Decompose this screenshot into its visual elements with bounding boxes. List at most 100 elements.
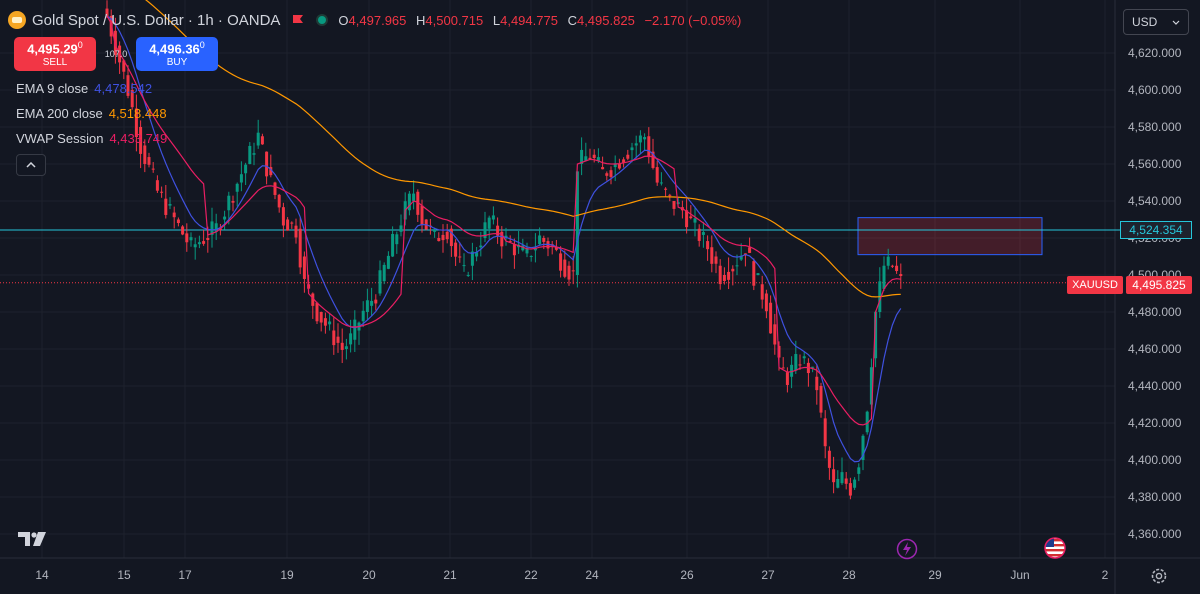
candle <box>886 248 890 270</box>
price-tick: 4,420.000 <box>1128 416 1182 430</box>
candle <box>122 59 126 80</box>
candle <box>130 82 134 110</box>
candle-body <box>470 251 474 266</box>
candle <box>764 289 768 319</box>
candle-body <box>449 228 453 247</box>
candle <box>445 223 449 244</box>
collapse-legend-button[interactable] <box>16 154 46 176</box>
candle <box>139 120 143 169</box>
candle <box>491 206 495 225</box>
candle <box>269 154 273 178</box>
candle-body <box>239 174 243 183</box>
candle <box>668 193 672 202</box>
indicator-ema9[interactable]: EMA 9 close 4,478.542 <box>16 81 153 96</box>
symbol-title[interactable]: Gold Spot / U.S. Dollar · 1h · OANDA <box>32 11 281 29</box>
candle-body <box>395 234 399 245</box>
candle <box>277 193 281 213</box>
candle-body <box>475 252 479 257</box>
candle-body <box>491 215 495 220</box>
buy-button[interactable]: 4,496.360 BUY <box>136 37 218 71</box>
candle-body <box>605 173 609 176</box>
candle <box>722 267 726 285</box>
candle <box>294 218 298 244</box>
change-value: −2.170 (−0.05%) <box>644 12 742 28</box>
candle <box>672 200 676 216</box>
candle <box>853 477 857 490</box>
time-tick: 2 <box>1101 568 1109 582</box>
buy-price: 4,496.36 <box>149 41 200 57</box>
vwap-line <box>106 15 901 426</box>
indicator-vwap[interactable]: VWAP Session 4,433.749 <box>16 131 168 146</box>
candle <box>126 65 130 99</box>
candle-body <box>584 156 588 161</box>
candle-body <box>899 274 903 276</box>
candle-body <box>819 386 823 413</box>
candle-body <box>269 167 273 176</box>
candle-body <box>281 207 285 226</box>
candle-body <box>882 265 886 289</box>
candle-body <box>886 256 890 266</box>
candle-body <box>609 170 613 177</box>
candle-body <box>811 366 815 368</box>
candle <box>500 226 504 259</box>
candle-body <box>580 149 584 164</box>
candle <box>248 142 252 165</box>
candle <box>731 265 735 286</box>
candle <box>655 160 659 186</box>
candle <box>252 142 256 166</box>
lightning-icon[interactable] <box>896 538 918 560</box>
tradingview-logo[interactable] <box>18 530 50 548</box>
candle <box>399 214 403 237</box>
candle <box>701 221 705 248</box>
symbol-header[interactable]: Gold Spot / U.S. Dollar · 1h · OANDA O4,… <box>8 7 747 33</box>
candle-body <box>227 195 231 211</box>
price-tick: 4,460.000 <box>1128 342 1182 356</box>
candle-body <box>697 228 701 241</box>
candle-body <box>617 164 621 169</box>
candle <box>181 225 185 236</box>
candle <box>697 224 701 247</box>
time-tick: 27 <box>761 568 775 582</box>
candle <box>395 231 399 254</box>
candle-body <box>567 265 571 280</box>
candle-body <box>626 154 630 159</box>
candle-body <box>168 204 172 206</box>
candle <box>286 217 290 231</box>
spread-value: 107.0 <box>104 49 128 59</box>
price-tick: 4,540.000 <box>1128 194 1182 208</box>
candle-body <box>365 300 369 312</box>
candle-body <box>391 233 395 257</box>
us-flag-icon[interactable] <box>1044 537 1066 559</box>
candle-body <box>727 271 731 280</box>
time-tick: 17 <box>178 568 192 582</box>
candle <box>134 94 138 152</box>
flag-icon[interactable] <box>292 14 304 26</box>
time-tick: 24 <box>585 568 599 582</box>
price-line-label[interactable]: 4,524.354 <box>1120 221 1192 239</box>
candle <box>172 206 176 229</box>
candle-body <box>328 321 332 325</box>
candle <box>727 257 731 290</box>
candle-body <box>172 212 176 218</box>
currency-select[interactable]: USD <box>1123 9 1189 35</box>
candle-body <box>706 241 710 250</box>
candle <box>302 251 306 293</box>
candle-body <box>714 256 718 264</box>
trade-panel: 4,495.290 SELL 107.0 4,496.360 BUY <box>14 37 218 71</box>
candle-body <box>655 167 659 183</box>
candle-body <box>210 221 214 235</box>
candle-body <box>105 8 109 17</box>
candle <box>832 456 836 494</box>
candle <box>328 313 332 331</box>
candle <box>433 227 437 238</box>
candle-body <box>701 232 705 235</box>
candle-body <box>773 324 777 345</box>
candle <box>160 186 164 198</box>
candle-body <box>479 245 483 248</box>
sell-button[interactable]: 4,495.290 SELL <box>14 37 96 71</box>
candle <box>260 133 264 145</box>
candle-body <box>592 154 596 159</box>
gear-icon[interactable] <box>1150 567 1168 585</box>
indicator-ema200[interactable]: EMA 200 close 4,518.448 <box>16 106 167 121</box>
